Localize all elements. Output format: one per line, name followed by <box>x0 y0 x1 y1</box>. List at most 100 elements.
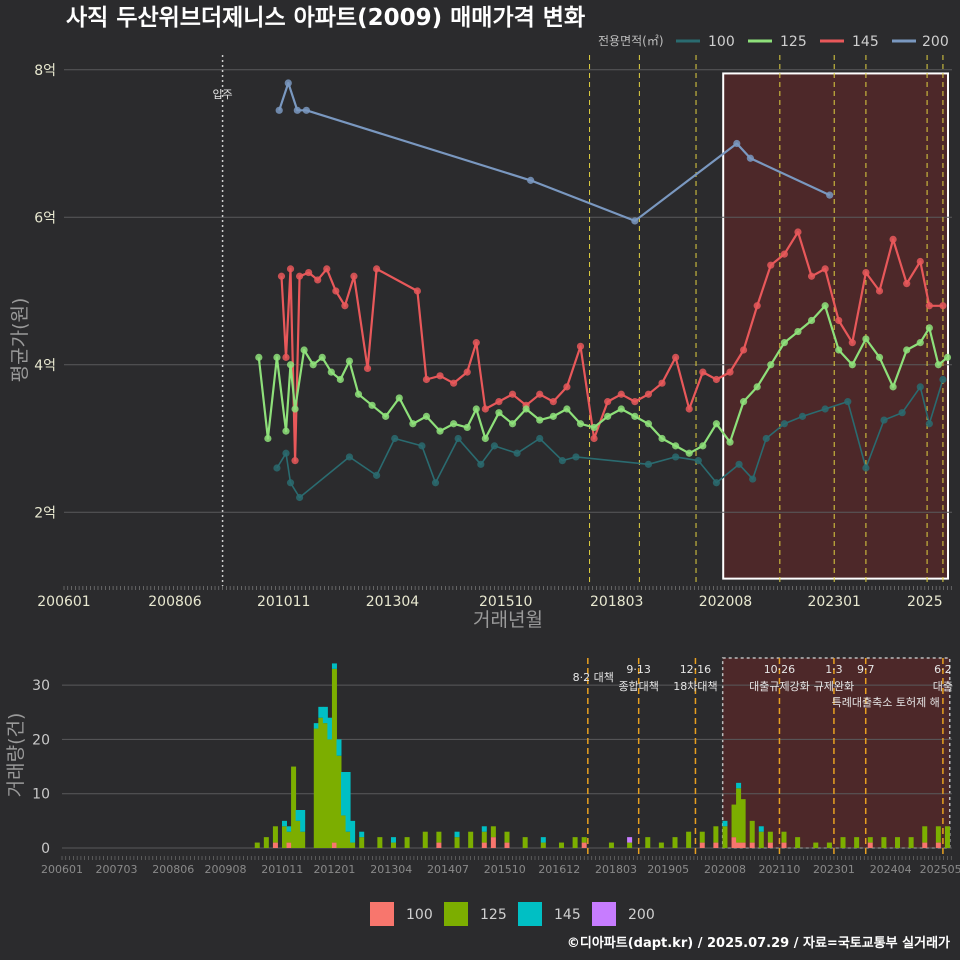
data-point-100 <box>880 416 888 424</box>
volume-bar-100 <box>504 842 510 848</box>
data-point-100 <box>418 442 426 450</box>
data-point-125 <box>382 412 390 420</box>
data-point-100 <box>712 479 721 487</box>
volume-bar-125 <box>558 842 564 848</box>
event-sublabel: 특례대출축소 토허제 해 <box>832 695 940 709</box>
data-point-145 <box>450 379 458 387</box>
legend-swatch-145 <box>518 902 542 926</box>
volume-bar-100 <box>581 842 587 848</box>
data-point-125 <box>862 335 870 343</box>
data-point-125 <box>794 327 802 336</box>
data-point-125 <box>925 324 933 332</box>
volume-bar-125 <box>713 826 719 843</box>
volume-bar-125 <box>345 831 351 848</box>
data-point-145 <box>821 265 829 273</box>
volume-bar-100 <box>767 842 773 848</box>
data-point-200 <box>293 106 301 114</box>
data-point-145 <box>617 390 625 398</box>
event-label: 1·3 <box>825 663 843 676</box>
volume-bar-125 <box>572 837 578 848</box>
volume-bar-125 <box>322 723 328 848</box>
x-tick-label: 201803 <box>590 594 643 610</box>
data-point-145 <box>495 398 503 406</box>
volume-bar-125 <box>282 826 287 848</box>
data-point-200 <box>527 176 535 184</box>
legend-swatch-100 <box>370 902 394 926</box>
volume-bar-125 <box>922 826 928 843</box>
volume-bar-125 <box>895 837 901 848</box>
data-point-125 <box>450 420 458 428</box>
data-point-145 <box>549 398 557 406</box>
data-point-125 <box>327 368 335 376</box>
volume-bar-125 <box>481 831 487 843</box>
data-point-125 <box>875 353 884 361</box>
data-point-100 <box>345 453 354 461</box>
legend-label-145: 145 <box>852 34 879 50</box>
volume-bar-125 <box>377 837 383 848</box>
volume-x-tick-label: 202505 <box>920 863 960 876</box>
data-point-125 <box>354 390 363 398</box>
volume-bar-145 <box>327 717 333 740</box>
data-point-125 <box>395 394 403 402</box>
volume-bar-100 <box>713 842 719 848</box>
volume-bar-125 <box>672 837 678 848</box>
volume-y-tick-label: 10 <box>32 787 50 803</box>
data-point-100 <box>572 453 580 461</box>
data-point-125 <box>644 420 653 428</box>
data-point-125 <box>300 346 308 354</box>
volume-x-tick-label: 200806 <box>152 863 194 876</box>
series-line-125 <box>257 304 949 455</box>
data-point-145 <box>903 280 911 288</box>
bottom-legend-label-125: 125 <box>480 907 507 923</box>
data-point-145 <box>305 268 313 277</box>
data-point-145 <box>536 390 544 398</box>
volume-bar-125 <box>935 826 941 843</box>
data-point-100 <box>916 383 924 391</box>
data-point-145 <box>712 375 721 384</box>
volume-bar-125 <box>331 668 337 843</box>
event-label: 9·13 <box>626 663 651 676</box>
data-point-145 <box>286 265 295 273</box>
volume-plot: 0 10 20 30 200601 200703 200806 200908 201011 201… <box>32 657 960 876</box>
data-point-125 <box>368 401 376 409</box>
event-label: 10·26 <box>764 663 796 676</box>
data-point-145 <box>875 287 884 295</box>
volume-x-tick-label: 202008 <box>704 863 746 876</box>
bottom-legend-label-100: 100 <box>406 907 433 923</box>
y-tick-label: 2억 <box>34 505 56 521</box>
data-point-125 <box>726 438 734 446</box>
volume-bar-100 <box>935 842 941 848</box>
volume-bar-125 <box>795 837 801 848</box>
volume-bar-100 <box>286 842 292 848</box>
data-point-125 <box>309 361 317 369</box>
volume-bar-125 <box>867 837 873 843</box>
data-point-125 <box>472 405 480 413</box>
x-axis-title: 거래년월 <box>473 609 543 631</box>
data-point-145 <box>835 316 843 325</box>
data-point-125 <box>522 405 530 413</box>
volume-bar-100 <box>740 842 746 848</box>
volume-x-tick-label: 202301 <box>813 863 855 876</box>
volume-bar-145 <box>313 723 319 729</box>
volume-bar-100 <box>867 842 873 848</box>
event-sublabel: 대출 <box>933 680 953 693</box>
volume-bar-125 <box>254 842 260 848</box>
volume-bar-125 <box>359 837 365 848</box>
data-point-125 <box>835 346 843 354</box>
volume-bar-145 <box>282 820 287 827</box>
event-label: 8·2 대책 <box>573 671 614 684</box>
volume-bar-100 <box>331 842 337 848</box>
data-point-125 <box>291 405 299 413</box>
data-point-100 <box>798 412 807 420</box>
data-point-200 <box>733 139 741 148</box>
data-point-200 <box>746 154 754 162</box>
legend-label-125: 125 <box>780 34 807 50</box>
event-sublabel: 대출규제강화 <box>749 680 810 693</box>
data-point-145 <box>350 272 358 280</box>
volume-bar-145 <box>322 706 328 724</box>
data-point-145 <box>699 368 707 376</box>
data-point-125 <box>481 434 489 443</box>
data-point-145 <box>282 353 290 361</box>
event-sublabel: 18차대책 <box>673 680 717 693</box>
data-point-200 <box>275 106 283 114</box>
